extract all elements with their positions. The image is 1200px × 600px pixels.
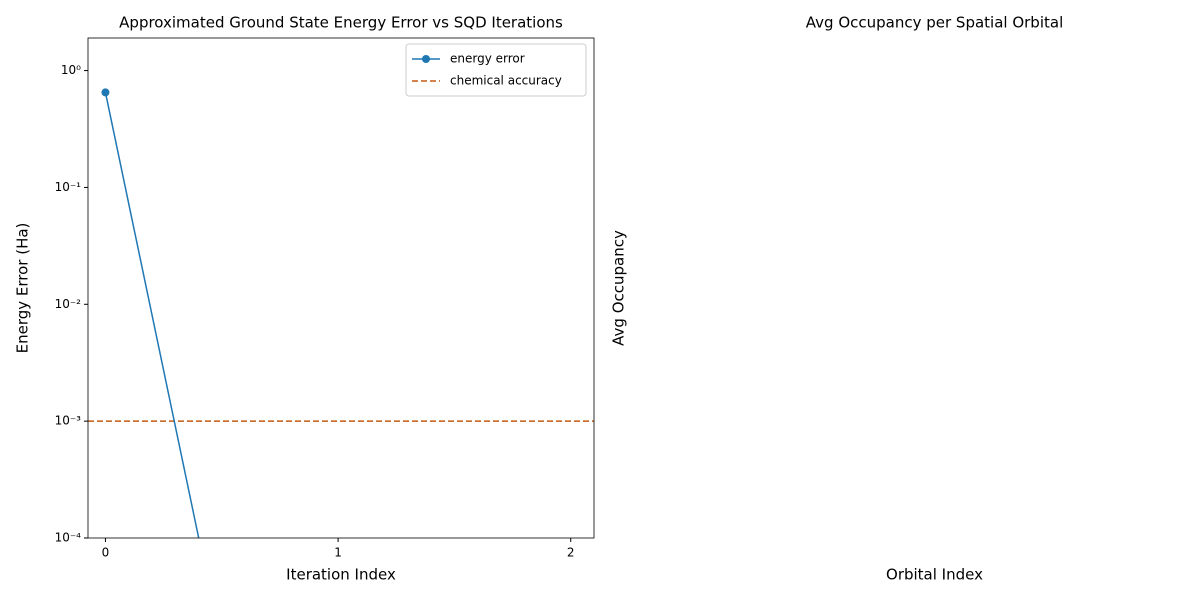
x-axis-label: Iteration Index bbox=[286, 566, 396, 584]
y-tick-label: 10⁻² bbox=[55, 297, 82, 311]
legend bbox=[405, 43, 587, 97]
x-axis-label: Orbital Index bbox=[886, 566, 983, 584]
legend-label: chemical accuracy bbox=[450, 74, 562, 88]
y-tick-label: 10⁰ bbox=[61, 63, 81, 77]
x-tick-label: 0 bbox=[102, 546, 110, 560]
plot-area bbox=[88, 88, 594, 538]
x-tick-label: 1 bbox=[334, 546, 342, 560]
series-line bbox=[104, 92, 200, 538]
x-tick-label: 2 bbox=[567, 546, 575, 560]
y-tick-label: 10⁻⁴ bbox=[55, 531, 82, 545]
marker bbox=[101, 88, 110, 97]
chart-title: Avg Occupancy per Spatial Orbital bbox=[806, 14, 1063, 32]
legend-label: energy error bbox=[450, 52, 525, 66]
legend-marker bbox=[422, 55, 430, 63]
y-tick-label: 10⁻¹ bbox=[55, 180, 82, 194]
y-axis-label: Avg Occupancy bbox=[610, 230, 628, 346]
y-tick-label: 10⁻³ bbox=[55, 414, 82, 428]
axes-frame bbox=[87, 37, 595, 539]
y-axis-label: Energy Error (Ha) bbox=[14, 223, 32, 354]
chart-title: Approximated Ground State Energy Error v… bbox=[119, 14, 563, 32]
